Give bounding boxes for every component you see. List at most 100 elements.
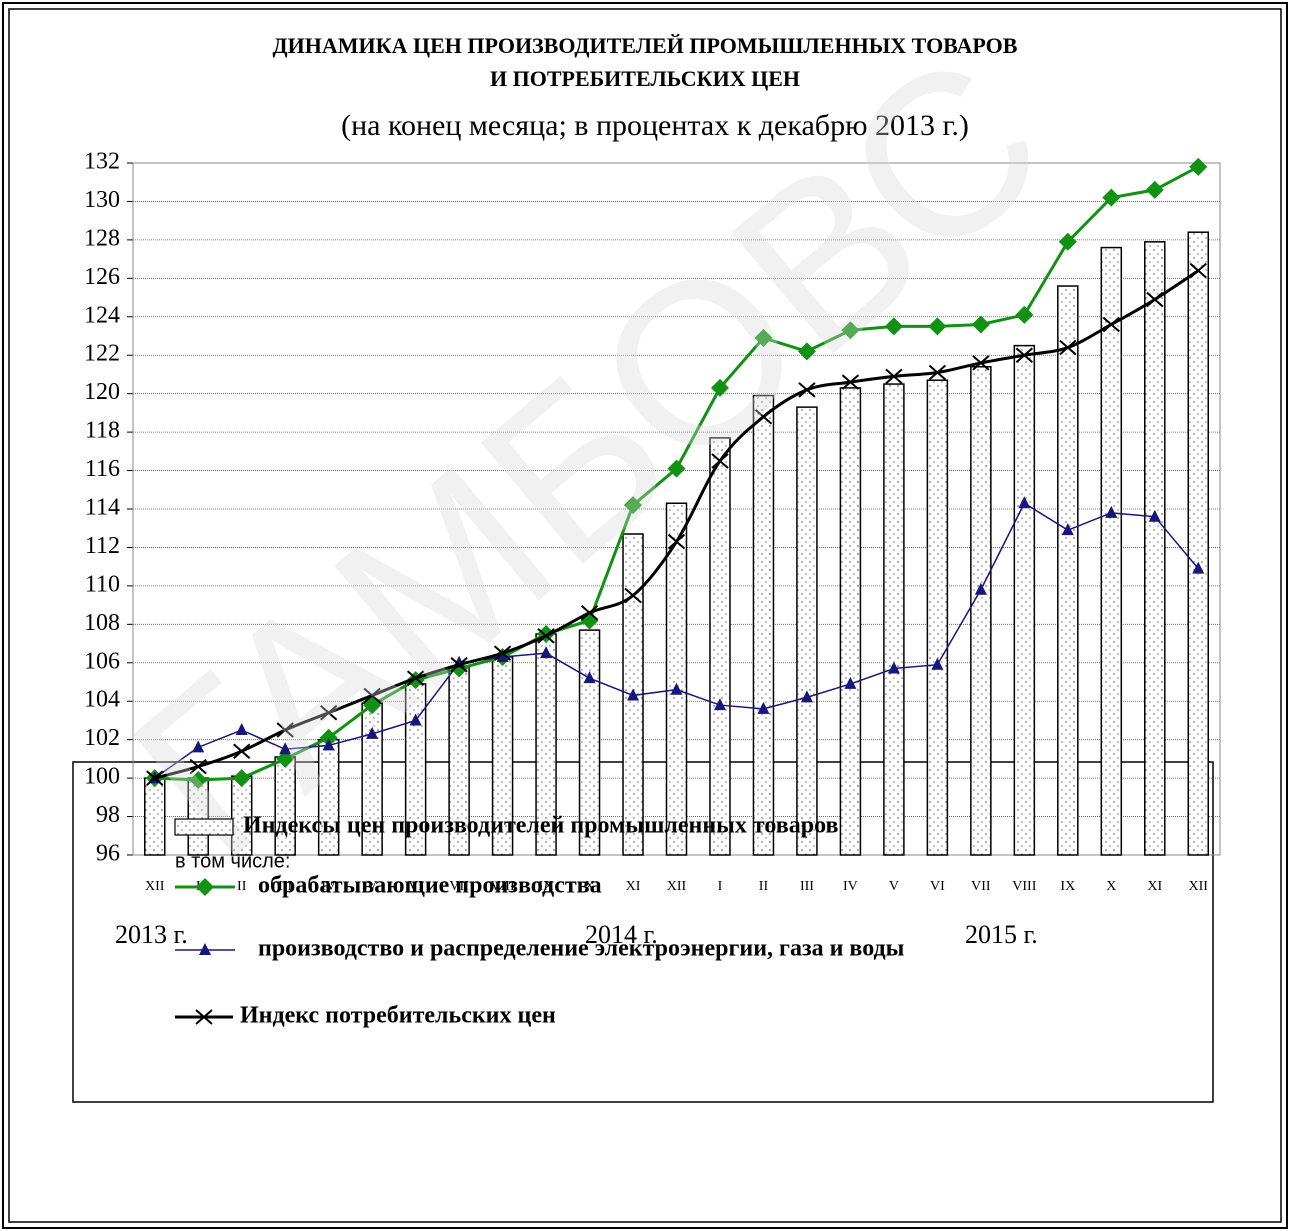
y-tick-label: 106 [84,648,120,674]
marker-diamond [276,749,295,768]
marker-diamond [624,496,643,515]
marker-diamond [1145,180,1164,199]
y-tick-label: 104 [84,687,120,713]
y-tick-label: 130 [84,187,120,213]
marker-x [189,758,207,775]
marker-triangle [583,671,596,684]
bar [839,387,862,856]
marker-triangle [844,676,857,689]
bar [1187,231,1210,856]
chart-title: И ПОТРЕБИТЕЛЬСКИХ ЦЕН [490,66,800,91]
bar [1144,241,1166,856]
y-tick-label: 102 [84,725,120,751]
marker-x [1015,347,1033,363]
legend-label: обрабатывающие производства [258,873,602,899]
marker-diamond [196,878,214,896]
marker-diamond [971,315,990,334]
marker-x [624,587,642,604]
marker-diamond [754,328,773,347]
marker-triangle [322,738,335,751]
year-label: 2014 г. [585,920,658,949]
x-tick-label: I [718,879,723,894]
bar [709,437,731,856]
marker-diamond [232,769,251,788]
x-tick-label: XI [1147,879,1162,894]
marker-triangle [974,582,987,595]
y-tick-label: 110 [85,571,120,597]
marker-x [885,368,903,385]
marker-diamond [1102,188,1121,207]
marker-x [754,408,773,425]
chart-title: ДИНАМИКА ЦЕН ПРОИЗВОДИТЕЛЕЙ ПРОМЫШЛЕННЫХ… [273,33,1018,58]
bar [1100,246,1123,856]
marker-triangle [279,742,292,755]
x-tick-label: IV [321,879,336,894]
bar [883,383,905,856]
y-tick-label: 122 [84,341,120,367]
y-tick-label: 100 [84,764,120,790]
y-tick-label: 118 [85,418,120,444]
marker-triangle [1018,496,1031,509]
marker-triangle [235,723,248,736]
marker-triangle [540,646,553,659]
y-tick-label: 96 [96,841,120,867]
marker-x [195,1009,213,1025]
frame-inner [8,8,1282,1223]
marker-x [711,453,729,469]
marker-diamond [710,378,729,397]
marker-x [841,374,860,390]
marker-x [450,656,468,673]
x-tick-label: VIII [491,879,515,894]
marker-triangle [1192,561,1205,574]
x-tick-label: VIII [1012,879,1036,894]
y-tick-label: 126 [84,264,120,290]
y-tick-label: 98 [96,802,120,828]
y-tick-label: 112 [85,533,120,559]
legend-label: производство и распределение электроэнер… [258,936,905,962]
marker-x [1146,291,1164,308]
bar [1013,344,1036,856]
x-tick-label: VI [408,879,423,894]
marker-triangle [1148,509,1161,522]
x-tick-label: V [889,879,899,894]
marker-x [493,645,512,661]
y-tick-label: 108 [84,610,120,636]
marker-x [1102,316,1120,333]
marker-x [537,628,555,644]
marker-x [320,705,338,721]
marker-x [1189,262,1207,279]
legend-note: в том числе: [175,850,291,872]
marker-x [798,382,816,398]
legend-swatch [174,818,234,836]
x-tick-label: III [278,879,292,894]
bar [796,406,818,856]
marker-diamond [928,317,947,336]
marker-diamond [841,321,860,340]
marker-x [276,722,294,738]
marker-triangle [192,740,205,753]
marker-x [363,687,381,704]
x-tick-label: XII [145,879,165,894]
x-tick-label: IX [1060,879,1075,894]
marker-triangle [800,690,813,703]
marker-diamond [189,771,208,790]
y-tick-label: 132 [84,149,120,175]
marker-x [233,743,251,759]
y-tick-label: 116 [85,456,120,482]
marker-x [928,364,947,381]
marker-x [580,605,599,621]
x-tick-label: III [800,879,814,894]
y-tick-label: 114 [85,495,120,521]
marker-x [406,670,425,686]
bar [665,502,688,856]
bar [752,394,775,856]
marker-diamond [1015,305,1034,324]
x-tick-label: XII [1189,879,1209,894]
marker-triangle [670,682,683,695]
x-tick-label: II [237,879,247,894]
marker-triangle [1061,523,1074,536]
marker-x [972,355,990,371]
marker-diamond [1058,232,1077,251]
